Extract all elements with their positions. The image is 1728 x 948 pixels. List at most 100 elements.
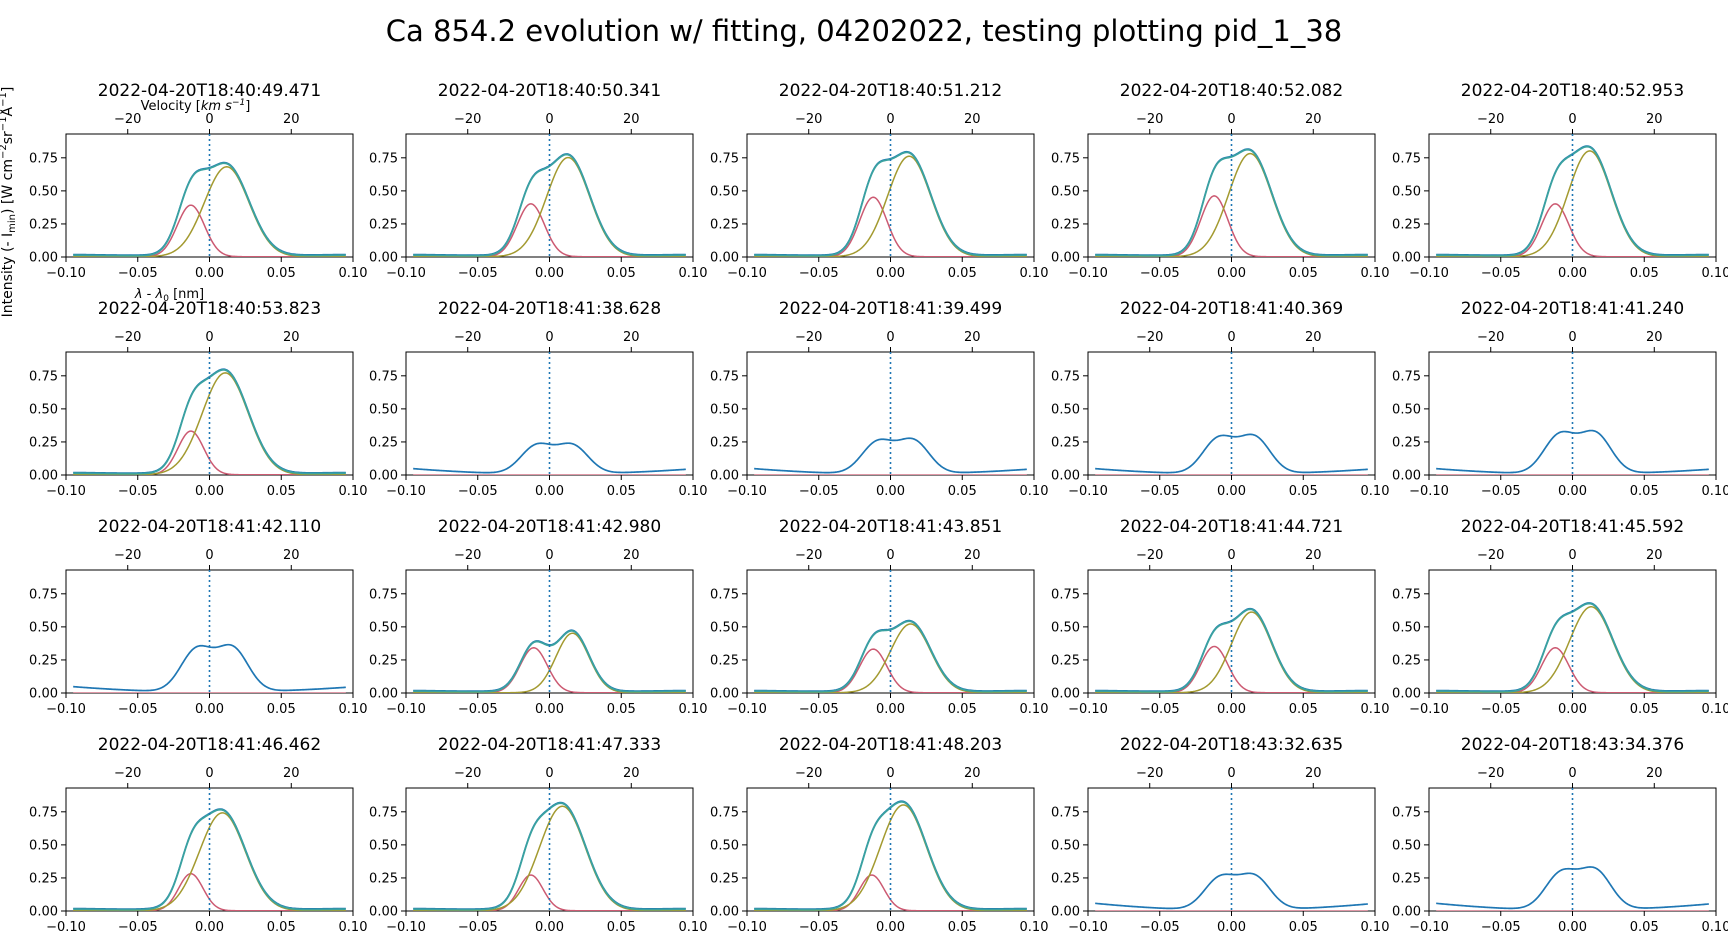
x-tick-label: −0.10	[46, 484, 86, 499]
y-tick-label: 0.00	[710, 905, 739, 920]
x-tick-label: −0.05	[799, 266, 839, 281]
x-tick-label: 0.05	[948, 702, 977, 717]
subplot-5: 2022-04-20T18:40:52.953 −0.10 −0.05 0.00 0.0…	[1392, 81, 1728, 281]
fit-component-b-line	[413, 805, 686, 911]
x-tick-label: −0.10	[46, 920, 86, 935]
x-tick-label: −0.10	[386, 702, 426, 717]
x-tick-label: −0.05	[458, 266, 498, 281]
y-tick-label: 0.50	[710, 402, 739, 417]
x-tick-label: 0.00	[1558, 920, 1587, 935]
x-tick-label: 0.00	[876, 920, 905, 935]
top-tick-label: −20	[1477, 548, 1504, 563]
y-tick-label: 0.50	[710, 184, 739, 199]
x-tick-label: −0.10	[727, 484, 767, 499]
top-tick-label: −20	[1136, 766, 1163, 781]
x-tick-label: −0.10	[1409, 920, 1449, 935]
y-tick-label: 0.75	[710, 151, 739, 166]
y-tick-label: 0.25	[1051, 653, 1080, 668]
x-tick-label: 0.10	[1702, 484, 1728, 499]
x-tick-label: 0.05	[1630, 702, 1659, 717]
subplot-title: 2022-04-20T18:41:39.499	[779, 299, 1002, 319]
top-tick-label: 20	[1305, 548, 1322, 563]
x-tick-label: −0.05	[1140, 266, 1180, 281]
x-tick-label: −0.05	[458, 920, 498, 935]
x-tick-label: −0.05	[1140, 920, 1180, 935]
x-tick-label: 0.00	[1217, 484, 1246, 499]
y-tick-label: 0.50	[1051, 838, 1080, 853]
y-tick-label: 0.00	[1392, 251, 1421, 266]
fit-component-b-line	[413, 632, 686, 693]
x-tick-label: −0.10	[1068, 266, 1108, 281]
y-tick-label: 0.00	[29, 251, 58, 266]
subplot-2: 2022-04-20T18:40:50.341 −0.10 −0.05 0.00 0.0…	[369, 81, 707, 281]
y-tick-label: 0.25	[369, 435, 398, 450]
top-tick-label: 20	[623, 766, 640, 781]
y-tick-label: 0.25	[29, 653, 58, 668]
x-tick-label: 0.00	[195, 920, 224, 935]
fit-total-line	[754, 800, 1027, 911]
top-tick-label: 0	[886, 112, 894, 127]
y-tick-label: 0.75	[1051, 151, 1080, 166]
subplot-15: 2022-04-20T18:41:45.592 −0.10 −0.05 0.00 0.0…	[1392, 517, 1728, 717]
y-tick-label: 0.00	[369, 469, 398, 484]
y-tick-label: 0.50	[1392, 402, 1421, 417]
y-tick-label: 0.75	[1392, 587, 1421, 602]
top-tick-label: 20	[1646, 548, 1663, 563]
x-tick-label: 0.00	[876, 266, 905, 281]
x-tick-label: 0.10	[1361, 702, 1390, 717]
x-tick-label: −0.05	[799, 920, 839, 935]
x-tick-label: 0.00	[195, 484, 224, 499]
y-tick-label: 0.75	[1051, 369, 1080, 384]
subplot-6: 2022-04-20T18:40:53.823 −0.10 −0.05 0.00 0.0…	[29, 299, 367, 499]
x-tick-label: 0.10	[1702, 266, 1728, 281]
subplot-title: 2022-04-20T18:41:48.203	[779, 735, 1002, 755]
top-tick-label: 20	[623, 330, 640, 345]
x-tick-label: 0.00	[876, 484, 905, 499]
x-tick-label: 0.05	[1289, 920, 1318, 935]
x-tick-label: −0.05	[118, 484, 158, 499]
y-tick-label: 0.50	[1392, 184, 1421, 199]
top-tick-label: 20	[623, 112, 640, 127]
x-tick-label: 0.10	[679, 702, 708, 717]
top-tick-label: 0	[1568, 766, 1576, 781]
subplot-title: 2022-04-20T18:40:50.341	[438, 81, 661, 101]
x-tick-label: 0.05	[948, 484, 977, 499]
x-tick-label: 0.10	[339, 266, 368, 281]
fit-component-b-line	[73, 812, 346, 911]
top-tick-label: 20	[283, 548, 300, 563]
y-tick-label: 0.00	[1392, 469, 1421, 484]
observed-profile-line	[754, 437, 1027, 474]
subplot-16: 2022-04-20T18:41:46.462 −0.10 −0.05 0.00 0.0…	[29, 735, 367, 935]
x-tick-label: 0.05	[267, 484, 296, 499]
plot-area	[754, 800, 1027, 911]
y-tick-label: 0.25	[710, 435, 739, 450]
observed-profile-line	[1436, 429, 1709, 474]
x-tick-label: 0.05	[267, 266, 296, 281]
y-tick-label: 0.75	[1051, 587, 1080, 602]
y-tick-label: 0.50	[1392, 620, 1421, 635]
x-tick-label: 0.10	[339, 920, 368, 935]
top-tick-label: −20	[795, 330, 822, 345]
top-tick-label: 20	[283, 766, 300, 781]
y-tick-label: 0.00	[369, 251, 398, 266]
y-tick-label: 0.25	[369, 871, 398, 886]
fit-total-line	[754, 620, 1027, 693]
y-tick-label: 0.00	[29, 905, 58, 920]
subplot-title: 2022-04-20T18:43:32.635	[1120, 735, 1343, 755]
y-tick-label: 0.00	[1051, 251, 1080, 266]
x-tick-label: 0.00	[1558, 266, 1587, 281]
y-tick-label: 0.00	[369, 687, 398, 702]
y-tick-label: 0.50	[29, 838, 58, 853]
x-tick-label: 0.10	[1020, 920, 1049, 935]
x-tick-label: −0.10	[386, 920, 426, 935]
x-tick-label: −0.05	[118, 702, 158, 717]
top-tick-label: −20	[1136, 548, 1163, 563]
y-tick-label: 0.50	[1051, 620, 1080, 635]
top-tick-label: −20	[114, 548, 141, 563]
subplot-title: 2022-04-20T18:40:52.082	[1120, 81, 1343, 101]
top-tick-label: −20	[454, 766, 481, 781]
fit-component-b-line	[754, 623, 1027, 693]
subplot-13: 2022-04-20T18:41:43.851 −0.10 −0.05 0.00 0.0…	[710, 517, 1048, 717]
top-tick-label: 0	[1227, 112, 1235, 127]
